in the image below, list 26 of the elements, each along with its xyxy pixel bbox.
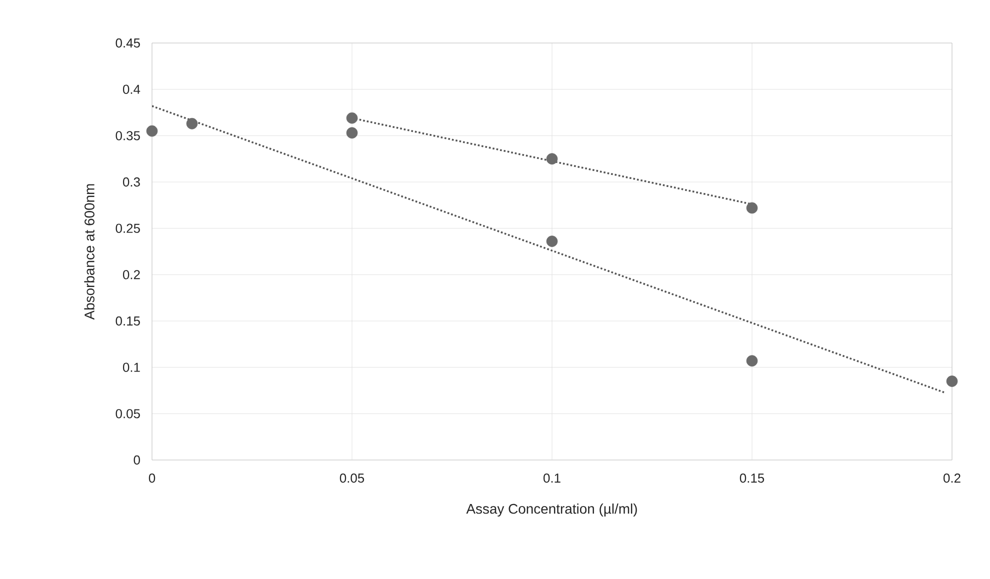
y-tick-label: 0.3 [122,177,140,187]
point [346,112,358,124]
point [746,202,758,214]
y-tick-label: 0.1 [122,362,140,372]
point [946,376,958,387]
x-tick-label: 0.05 [340,474,364,483]
y-tick-label: 0.2 [122,270,140,280]
y-tick-label: 0.4 [122,84,140,94]
y-tick-label: 0.05 [116,409,140,418]
point [746,355,758,367]
x-tick-label: 0 [148,474,156,483]
x-axis-title: Assay Concentration (µl/ml) [466,504,637,517]
x-tick-label: 0.2 [944,474,960,483]
y-tick-label: 0.45 [116,38,140,48]
point [346,127,358,139]
point [186,118,198,130]
point [146,125,158,137]
y-tick-label: 0.35 [116,131,140,140]
y-tick-label: 0.15 [116,316,140,326]
x-tick-label: 0.15 [740,474,764,483]
y-tick-label: 0.25 [116,224,140,233]
y-tick-label: 0 [134,455,140,465]
y-axis-title: Absorbance at 600nm [84,184,94,320]
point [546,153,558,165]
point [546,236,558,247]
x-tick-label: 0.1 [544,474,560,483]
